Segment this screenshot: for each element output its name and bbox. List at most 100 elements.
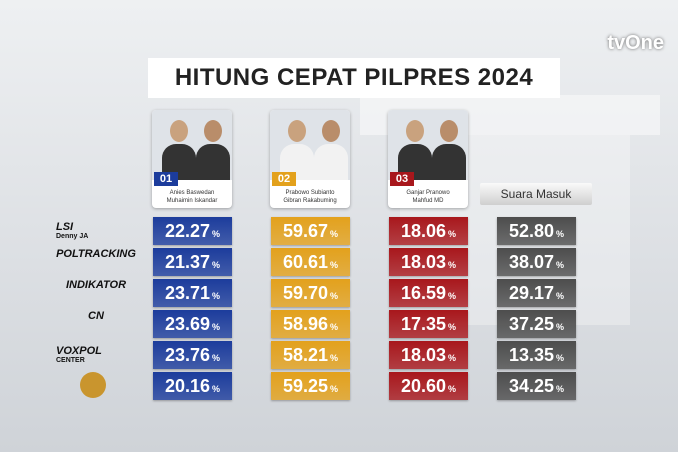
candidate-name: Prabowo Subianto [285,190,335,196]
candidate-card: 01 Anies Baswedan Muhaimin Iskandar [152,110,232,208]
pollster-name: CENTER [56,356,85,364]
unit: % [330,260,339,270]
pollster-logo: INDIKATOR [56,279,136,305]
percentage: 16.59 [400,283,447,303]
percentage: 37.25 [508,314,555,334]
percentage: 18.03 [400,345,447,365]
percentage: 60.61 [282,252,329,272]
percentage: 23.71 [164,283,211,303]
percentage: 58.21 [282,345,329,365]
pollster-logo: POLTRACKING [56,248,136,274]
portrait-head [322,120,340,142]
unit: % [556,229,565,239]
percentage: 23.69 [164,314,211,334]
result-cell: 23.76% [153,341,232,369]
channel-logo: tvOne [607,32,664,54]
percentage: 59.67 [282,221,329,241]
unit: % [448,384,457,394]
candidate-name: Gibran Rakabuming [283,198,337,204]
column-header: Suara Masuk [480,183,592,205]
candidate-card: 03 Ganjar Pranowo Mahfud MD [388,110,468,208]
unit: % [448,353,457,363]
percentage: 52.80 [508,221,555,241]
candidate-number: 01 [154,172,178,186]
portrait-body [196,144,230,180]
percentage: 21.37 [164,252,211,272]
unit: % [448,291,457,301]
percentage: 34.25 [508,376,555,396]
percentage: 18.06 [400,221,447,241]
pollster-emblem [80,372,106,398]
unit: % [556,260,565,270]
portrait-head [288,120,306,142]
unit: % [556,384,565,394]
unit: % [556,322,565,332]
percentage: 20.16 [164,376,211,396]
pollster-name: POLTRACKING [56,248,136,260]
title: HITUNG CEPAT PILPRES 2024 [148,58,560,98]
percentage: 59.25 [282,376,329,396]
portrait-body [432,144,466,180]
result-cell: 13.35% [497,341,576,369]
candidate-name: Mahfud MD [412,198,444,204]
percentage: 17.35 [400,314,447,334]
result-cell: 20.60% [389,372,468,400]
percentage: 38.07 [508,252,555,272]
percentage: 22.27 [164,221,211,241]
result-cell: 38.07% [497,248,576,276]
percentage: 29.17 [508,283,555,303]
pollster-name: INDIKATOR [65,279,127,291]
candidate-card: 02 Prabowo Subianto Gibran Rakabuming [270,110,350,208]
pollster-name: Denny JA [56,232,89,240]
result-cell: 58.96% [271,310,350,338]
percentage: 20.60 [400,376,447,396]
result-cell: 21.37% [153,248,232,276]
unit: % [212,291,221,301]
unit: % [330,353,339,363]
pollster-logo: LSI Denny JA [56,217,136,243]
pollster-logo: VOXPOL CENTER [56,341,136,367]
unit: % [330,229,339,239]
percentage: 13.35 [508,345,555,365]
percentage: 58.96 [282,314,329,334]
unit: % [448,260,457,270]
unit: % [212,322,221,332]
unit: % [330,322,339,332]
result-cell: 22.27% [153,217,232,245]
result-cell: 59.67% [271,217,350,245]
candidate-photo [388,110,468,180]
result-cell: 34.25% [497,372,576,400]
portrait-head [170,120,188,142]
unit: % [556,291,565,301]
result-cell: 59.25% [271,372,350,400]
unit: % [556,353,565,363]
portrait-head [406,120,424,142]
percentage: 18.03 [400,252,447,272]
pollster-logo: CN [56,310,136,336]
portrait-head [440,120,458,142]
result-cell: 17.35% [389,310,468,338]
result-cell: 18.06% [389,217,468,245]
result-cell: 23.71% [153,279,232,307]
result-cell: 37.25% [497,310,576,338]
result-cell: 23.69% [153,310,232,338]
result-cell: 58.21% [271,341,350,369]
unit: % [212,260,221,270]
pollster-name: CN [88,310,104,322]
unit: % [448,322,457,332]
result-cell: 52.80% [497,217,576,245]
unit: % [448,229,457,239]
percentage: 23.76 [164,345,211,365]
unit: % [330,384,339,394]
pollster-name: VOXPOL [56,344,102,357]
portrait-head [204,120,222,142]
candidate-number: 03 [390,172,414,186]
candidate-number: 02 [272,172,296,186]
result-cell: 29.17% [497,279,576,307]
result-cell: 60.61% [271,248,350,276]
portrait-body [314,144,348,180]
result-cell: 18.03% [389,248,468,276]
unit: % [212,353,221,363]
pollster-name: LSI [56,220,74,233]
